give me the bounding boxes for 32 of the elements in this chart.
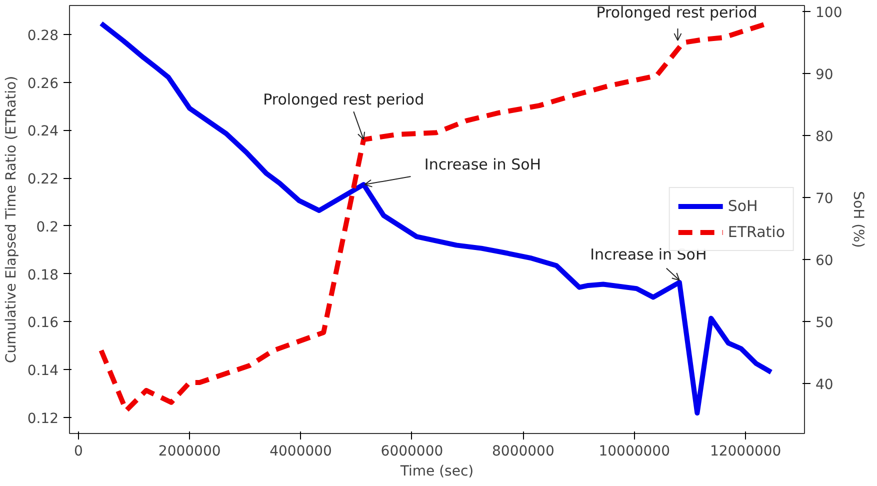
legend-label: SoH [728,197,758,215]
x-tick-label: 4000000 [270,444,332,460]
y-tick-label: 0.14 [27,363,59,380]
annotation: Prolonged rest period [596,3,758,22]
y-tick-label: 0.2 [36,219,58,236]
x-tick-label: 8000000 [492,444,554,460]
y2-tick-label: 70 [816,191,834,208]
y2-tick-label: 100 [816,5,842,22]
annotation: Increase in SoH [424,156,542,174]
x-axis-title: Time (sec) [399,464,474,480]
y2-tick-label: 40 [816,376,834,393]
y2-axis-title: SoH (%) [850,191,866,248]
annotation: Increase in SoH [590,245,707,264]
y2-tick-label: 60 [816,252,834,269]
y-tick-label: 0.22 [27,172,58,188]
y2-tick-label: 90 [816,67,834,84]
y2-tick-label: 50 [816,314,834,331]
y-tick-label: 0.18 [27,267,58,284]
y-tick-label: 0.16 [27,315,59,332]
x-tick-label: 12000000 [710,444,782,460]
y-tick-label: 0.12 [27,410,58,427]
y-tick-label: 0.24 [27,124,59,140]
x-tick-label: 10000000 [598,444,670,460]
x-tick-label: 0 [74,444,83,460]
x-tick-label: 2000000 [158,444,221,460]
annotation: Prolonged rest period [263,90,424,109]
y-axis-title: Cumulative Elapsed Time Ratio (ETRatio) [3,76,20,364]
x-tick-label: 6000000 [380,444,444,460]
y2-tick-label: 80 [816,129,834,146]
y-tick-label: 0.28 [27,28,58,44]
legend-label: ETRatio [728,223,785,241]
y-tick-label: 0.26 [27,76,59,92]
